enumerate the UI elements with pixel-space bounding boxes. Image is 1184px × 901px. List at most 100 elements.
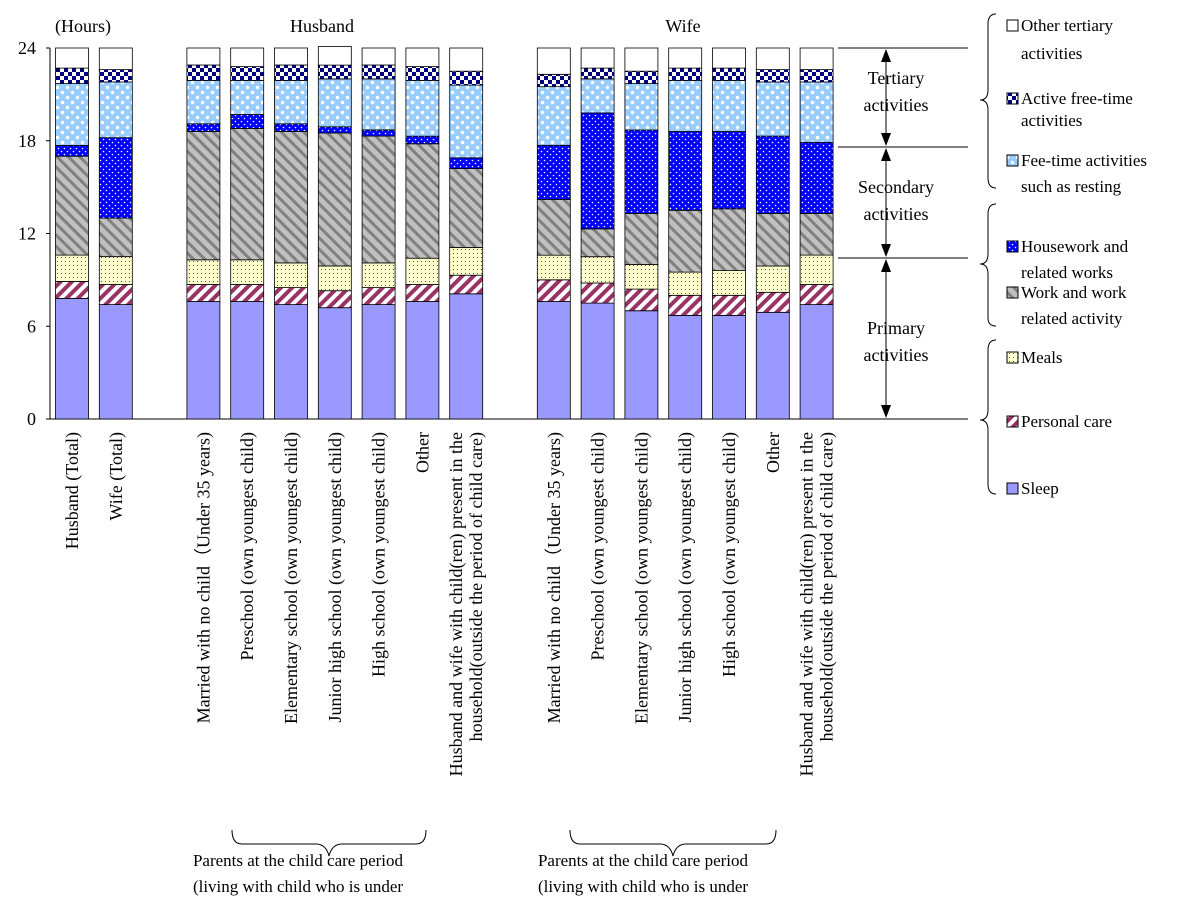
legend-label-other-tertiary-2: activities xyxy=(1021,44,1082,63)
bar-7 xyxy=(361,47,396,420)
bar-segment-personal-care xyxy=(580,282,615,304)
bar-13 xyxy=(624,47,659,420)
bar-segment-free-time xyxy=(536,86,571,146)
legend-swatch-housework xyxy=(1006,240,1019,253)
primary-activities-label-line2: activities xyxy=(864,345,929,365)
bar-segment-active-free-time xyxy=(405,66,440,81)
y-tick-label: 0 xyxy=(27,409,36,429)
category-label: Husband and wife with child(ren) present… xyxy=(446,432,467,776)
bar-segment-meals xyxy=(230,259,265,285)
legend-swatch-free-time xyxy=(1006,154,1019,167)
bar-segment-meals xyxy=(755,265,790,293)
bar-segment-housework xyxy=(536,144,571,200)
y-tick-label: 24 xyxy=(18,38,36,58)
secondary-activities-label-line1: Secondary xyxy=(858,177,934,197)
bar-segment-free-time xyxy=(712,80,746,132)
bar-segment-free-time xyxy=(580,78,615,114)
legend-label-sleep: Sleep xyxy=(1021,479,1059,498)
bar-segment-other-tertiary xyxy=(361,47,396,66)
bar-segment-work xyxy=(317,132,352,267)
bar-segment-free-time xyxy=(361,78,396,131)
bar-segment-personal-care xyxy=(536,279,571,302)
bar-segment-active-free-time xyxy=(186,64,221,81)
bar-segment-sleep xyxy=(536,301,571,420)
category-label: Junior high school (own youngest child) xyxy=(325,432,346,722)
bar-segment-work xyxy=(580,228,615,258)
bar-segment-work xyxy=(712,208,746,272)
bar-segment-work xyxy=(361,135,396,264)
bar-segment-housework xyxy=(668,131,703,211)
bar-segment-meals xyxy=(98,256,133,285)
bar-3 xyxy=(186,47,221,420)
category-labels: Husband (Total) Wife (Total) Married with … xyxy=(62,432,838,776)
legend-brace-secondary xyxy=(979,203,997,327)
bar-segment-other-tertiary xyxy=(624,47,659,72)
bar-segment-free-time xyxy=(668,80,703,132)
bar-series xyxy=(55,46,834,420)
bar-segment-sleep xyxy=(230,301,265,420)
bar-segment-free-time xyxy=(755,81,790,137)
bar-segment-meals xyxy=(668,271,703,296)
bar-segment-other-tertiary xyxy=(405,47,440,68)
bar-segment-free-time xyxy=(230,80,265,115)
bar-segment-sleep xyxy=(799,304,834,420)
bar-segment-sleep xyxy=(405,301,440,420)
bar-segment-work xyxy=(186,131,221,261)
category-label: household(outside the period of child ca… xyxy=(466,432,487,741)
bar-segment-active-free-time xyxy=(536,73,571,88)
bar-segment-meals xyxy=(449,246,484,276)
bar-segment-other-tertiary xyxy=(317,46,352,66)
bar-15 xyxy=(712,47,746,420)
bar-segment-meals xyxy=(186,259,221,285)
bar-segment-free-time xyxy=(449,84,484,159)
legend-swatch-sleep xyxy=(1006,482,1019,495)
legend-swatch-active-free xyxy=(1006,92,1019,105)
bar-segment-meals xyxy=(317,265,352,292)
bar-segment-sleep xyxy=(98,304,133,420)
bar-segment-work xyxy=(536,199,571,256)
category-label: Husband (Total) xyxy=(62,432,83,549)
bar-segment-other-tertiary xyxy=(755,47,790,71)
bar-segment-housework xyxy=(755,135,790,214)
legend-label-work-1: Work and work xyxy=(1021,283,1127,302)
bar-segment-free-time xyxy=(55,83,89,146)
bar-segment-work xyxy=(55,155,89,256)
bar-segment-work xyxy=(274,131,308,264)
y-tick-label: 12 xyxy=(18,224,36,244)
bar-segment-active-free-time xyxy=(317,64,352,80)
bar-segment-sleep xyxy=(186,301,221,420)
bar-segment-active-free-time xyxy=(580,67,615,80)
bar-segment-personal-care xyxy=(755,291,790,313)
legend-label-personal-care: Personal care xyxy=(1021,412,1112,431)
bar-segment-free-time xyxy=(405,80,440,137)
bar-segment-personal-care xyxy=(668,294,703,316)
bar-segment-free-time xyxy=(624,83,659,131)
bar-segment-sleep xyxy=(624,310,659,420)
y-unit-label: (Hours) xyxy=(55,16,111,37)
bar-segment-personal-care xyxy=(55,280,89,299)
bar-segment-free-time xyxy=(799,81,834,143)
bar-segment-other-tertiary xyxy=(536,47,571,75)
bar-segment-personal-care xyxy=(317,290,352,309)
y-tick-label: 6 xyxy=(27,316,36,336)
brace-note-wife-line1: Parents at the child care period xyxy=(538,851,749,870)
bar-segment-housework xyxy=(405,135,440,145)
bar-segment-sleep xyxy=(580,302,615,420)
bar-segment-meals xyxy=(536,254,571,281)
bar-12 xyxy=(580,47,615,420)
activity-group-annotation: Tertiary activities Secondary activities… xyxy=(838,47,968,420)
bar-segment-meals xyxy=(405,257,440,285)
tertiary-activities-label-line2: activities xyxy=(864,95,929,115)
secondary-activities-label-line2: activities xyxy=(864,204,929,224)
category-label: Married with no child（Under 35 years) xyxy=(544,432,565,723)
bar-segment-personal-care xyxy=(449,274,484,295)
category-label: Junior high school (own youngest child) xyxy=(675,432,696,722)
bar-segment-personal-care xyxy=(712,294,746,316)
bar-segment-housework xyxy=(274,123,308,132)
bar-segment-other-tertiary xyxy=(274,47,308,66)
bar-6 xyxy=(317,46,352,420)
group-title-wife: Wife xyxy=(665,16,700,36)
category-label: Other xyxy=(763,432,783,473)
bar-segment-other-tertiary xyxy=(668,47,703,69)
bar-segment-free-time xyxy=(186,80,221,125)
